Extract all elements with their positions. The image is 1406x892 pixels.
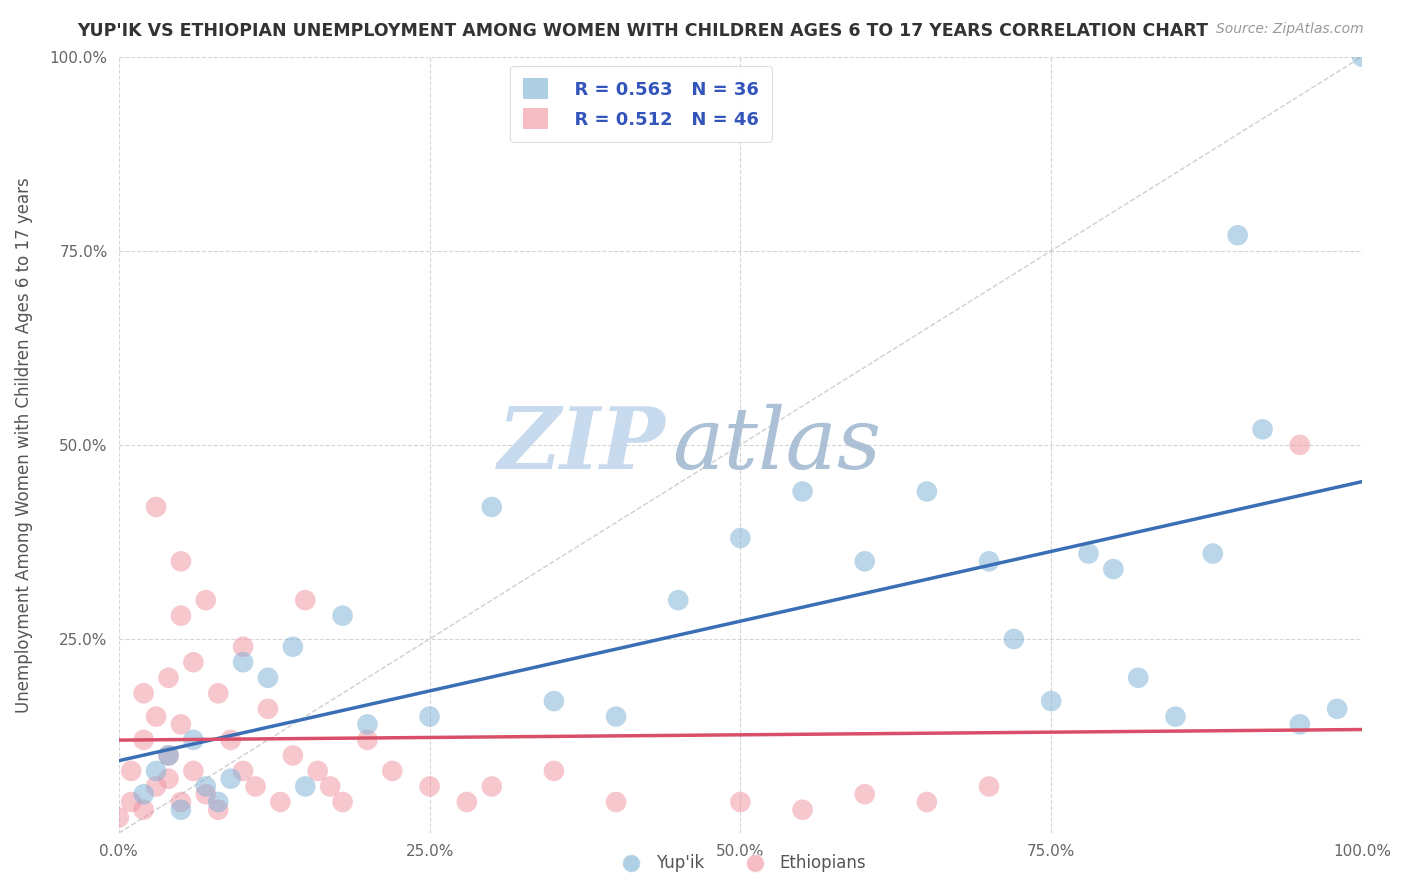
Point <box>977 554 1000 568</box>
Point <box>1128 671 1150 685</box>
Point <box>194 787 217 801</box>
Point <box>170 795 193 809</box>
Point <box>915 484 938 499</box>
Point <box>132 732 155 747</box>
Point <box>145 709 167 723</box>
Point <box>183 764 205 778</box>
Point <box>145 764 167 778</box>
Point <box>730 795 752 809</box>
Point <box>605 795 627 809</box>
Point <box>1164 709 1187 723</box>
Point <box>145 780 167 794</box>
Point <box>356 717 378 731</box>
Point <box>792 803 814 817</box>
Point <box>792 484 814 499</box>
Point <box>605 709 627 723</box>
Point <box>543 764 565 778</box>
Point <box>481 780 503 794</box>
Point <box>1040 694 1063 708</box>
Point <box>157 671 180 685</box>
Point <box>419 709 441 723</box>
Point <box>194 593 217 607</box>
Point <box>915 795 938 809</box>
Point <box>132 787 155 801</box>
Point <box>481 500 503 514</box>
Point <box>294 780 316 794</box>
Point <box>456 795 478 809</box>
Point <box>332 608 354 623</box>
Point <box>207 686 229 700</box>
Point <box>1077 547 1099 561</box>
Point <box>219 732 242 747</box>
Point <box>120 795 142 809</box>
Point <box>107 811 129 825</box>
Point <box>319 780 342 794</box>
Point <box>730 531 752 545</box>
Point <box>853 554 876 568</box>
Point <box>120 764 142 778</box>
Legend:   R = 0.563   N = 36,   R = 0.512   N = 46: R = 0.563 N = 36, R = 0.512 N = 46 <box>510 66 772 142</box>
Point <box>1202 547 1225 561</box>
Point <box>543 694 565 708</box>
Point <box>170 803 193 817</box>
Point <box>157 772 180 786</box>
Point <box>183 655 205 669</box>
Text: YUP'IK VS ETHIOPIAN UNEMPLOYMENT AMONG WOMEN WITH CHILDREN AGES 6 TO 17 YEARS CO: YUP'IK VS ETHIOPIAN UNEMPLOYMENT AMONG W… <box>77 22 1208 40</box>
Point <box>1251 422 1274 436</box>
Point <box>207 803 229 817</box>
Point <box>232 764 254 778</box>
Point <box>294 593 316 607</box>
Point <box>245 780 267 794</box>
Point <box>419 780 441 794</box>
Point <box>1002 632 1025 646</box>
Point <box>1288 717 1310 731</box>
Point <box>183 732 205 747</box>
Text: atlas: atlas <box>672 403 882 486</box>
Point <box>219 772 242 786</box>
Point <box>332 795 354 809</box>
Point <box>170 554 193 568</box>
Point <box>170 608 193 623</box>
Point <box>1326 702 1348 716</box>
Point <box>232 640 254 654</box>
Point <box>132 686 155 700</box>
Point <box>170 717 193 731</box>
Point <box>145 500 167 514</box>
Point <box>1288 438 1310 452</box>
Point <box>1351 50 1374 64</box>
Point <box>853 787 876 801</box>
Y-axis label: Unemployment Among Women with Children Ages 6 to 17 years: Unemployment Among Women with Children A… <box>15 177 32 713</box>
Point <box>157 748 180 763</box>
Point <box>194 780 217 794</box>
Point <box>157 748 180 763</box>
Text: ZIP: ZIP <box>498 403 666 487</box>
Point <box>281 640 304 654</box>
Point <box>666 593 689 607</box>
Point <box>257 671 280 685</box>
Point <box>307 764 329 778</box>
Point <box>1102 562 1125 576</box>
Text: Source: ZipAtlas.com: Source: ZipAtlas.com <box>1216 22 1364 37</box>
Point <box>381 764 404 778</box>
Point <box>281 748 304 763</box>
Point <box>1226 228 1249 243</box>
Point <box>132 803 155 817</box>
Point <box>207 795 229 809</box>
Point <box>356 732 378 747</box>
Point <box>977 780 1000 794</box>
Point <box>257 702 280 716</box>
Point <box>232 655 254 669</box>
Point <box>269 795 291 809</box>
